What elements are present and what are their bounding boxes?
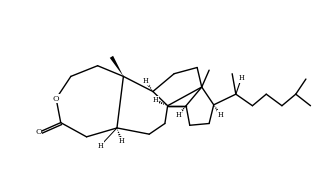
Text: H: H: [119, 137, 125, 145]
Text: H: H: [176, 111, 181, 119]
Text: H: H: [217, 111, 223, 119]
Text: H: H: [153, 96, 159, 104]
Text: H: H: [143, 77, 148, 85]
Polygon shape: [110, 56, 123, 76]
Text: O: O: [35, 128, 42, 136]
Text: O: O: [53, 95, 60, 103]
Text: H: H: [97, 142, 103, 150]
Text: H: H: [238, 74, 244, 82]
